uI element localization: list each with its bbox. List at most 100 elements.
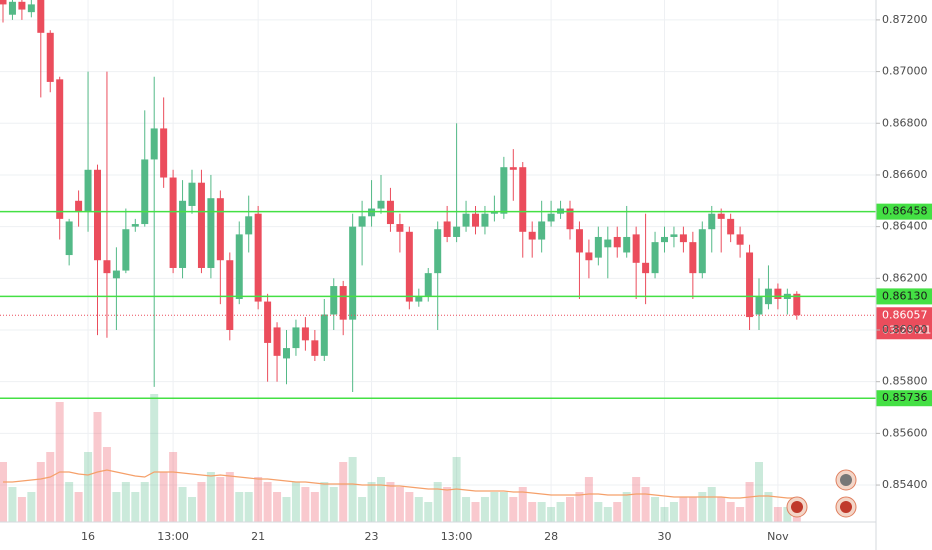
volume-bar [55,402,64,522]
candle-body [339,286,347,320]
candle-body [122,229,130,271]
candle-body [179,200,187,268]
candle-body [538,221,546,240]
volume-bar [102,447,111,522]
volume-bar [783,507,792,522]
volume-bar [17,497,26,522]
volume-bar [310,492,319,522]
candle-body [736,234,744,245]
volume-bar [131,492,140,522]
volume-bar [622,492,631,522]
candle-body [368,208,376,217]
candle-body [245,216,253,235]
volume-bar [244,492,253,522]
volume-bar [377,477,385,522]
x-tick-label: 28 [544,530,558,543]
toolbar-icons[interactable] [786,469,857,518]
volume-bar [575,492,584,522]
candle-body [746,252,754,318]
volume-bar [367,482,376,522]
volume-bar [443,487,452,522]
volume-bar [263,482,272,522]
candle-body [405,231,413,302]
volume-bar [679,497,688,522]
candle-body [424,273,432,297]
volume-bar [273,492,282,522]
volume-bar [518,487,527,522]
candle-body [207,198,215,268]
volume-bar [528,502,537,522]
candle-body [670,234,678,237]
candle-body [273,327,281,356]
volume-bar [93,412,102,522]
volume-bar [547,507,556,522]
candle-body [396,224,404,232]
x-tick-label: 21 [251,530,265,543]
volume-ma-line [3,469,797,499]
candle-body [500,167,508,214]
volume-bar [8,487,17,522]
volume-bar [291,482,300,522]
volume-bar [339,462,348,522]
volume-bar [773,507,782,522]
candle-body [264,301,272,343]
volume-bar [499,492,508,522]
candle-body [131,224,139,227]
volume-bar [433,482,442,522]
volume-bar [206,472,215,522]
axes: 0.87200 0.87000 0.86800 0.86600 0.86400 0.862… [81,13,927,543]
candle-body [774,288,782,299]
volume-bar [641,487,650,522]
volume-bar [566,497,574,522]
candle-body [330,286,338,315]
candle-body [717,213,725,219]
volume-bar [112,492,121,522]
y-tick-label: 0.87000 [882,65,928,78]
candle-body [160,128,168,178]
candle-body [226,260,234,330]
x-tick-label: 16 [81,530,95,543]
candle-body [755,296,763,315]
x-tick-label: 23 [365,530,379,543]
x-tick-label: 13:00 [441,530,473,543]
candle-body [8,1,16,15]
y-tick-label: 0.87200 [882,13,928,26]
candle-body [679,234,687,243]
volume-bar [348,457,357,522]
candle-body [434,229,442,274]
candle-body [0,0,7,5]
candle-body [141,159,149,225]
volume-bar [698,492,707,522]
volume-bar [84,452,93,522]
y-tick-label: 0.85400 [882,478,928,491]
volume-bar [414,497,423,522]
candle-body [169,177,177,268]
candle-body [623,236,631,253]
volume-bar [46,452,55,522]
volume-bar [216,477,225,522]
volume-bar [745,482,754,522]
candle-body [415,296,423,302]
y-tick-label: 0.86200 [882,271,928,284]
y-tick-label: 0.85800 [882,375,928,388]
volume-bar [159,472,168,522]
candle-body [56,79,64,219]
candle-body [377,200,385,209]
volume-bar [556,502,565,522]
candle-body [75,200,83,212]
candle-body [216,198,224,261]
volume-bar [736,507,745,522]
candle-body [519,167,527,232]
candle-body [386,200,394,225]
candle-body [188,182,196,206]
volume-bar [282,497,291,522]
volume-bar [329,487,338,522]
level-label: 0.86130 [882,289,928,302]
candle-body [292,327,300,349]
volume-bar [613,502,622,522]
candle-body [651,242,659,274]
volume-bar [603,507,612,522]
volume-bar [462,497,471,522]
candle-body [661,236,668,243]
